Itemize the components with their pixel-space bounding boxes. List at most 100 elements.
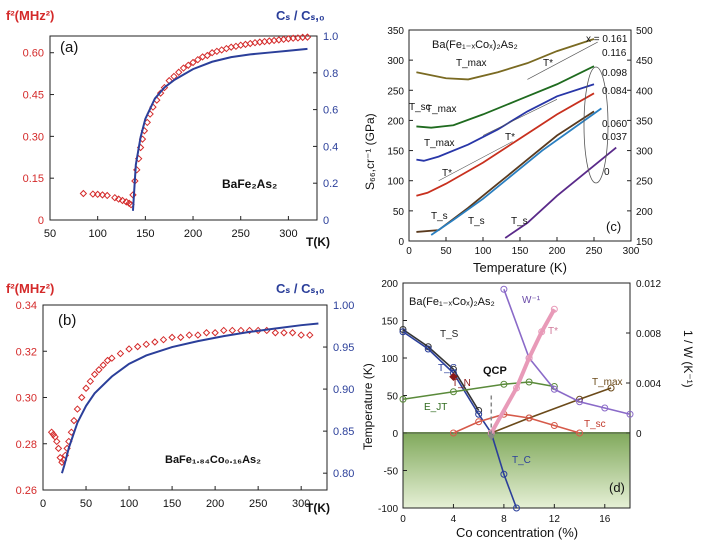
panel-d-data-point: [576, 398, 584, 406]
panel-c-marks: [416, 38, 617, 239]
panel-d-data-point: [449, 372, 458, 381]
panel-d-data-point: [601, 404, 609, 412]
panel-b-right-tick-label: 0.85: [333, 426, 354, 438]
panel-a-right-axis-title: Cₛ / Cₛ,₀: [276, 8, 325, 23]
panel-d-x-ticks: 0 4 8 12 16: [400, 504, 611, 525]
panel-b-data-point: [254, 326, 262, 335]
panel-b-x-tick-label: 100: [120, 498, 138, 510]
panel-a-data-point: [111, 193, 119, 202]
panel-a-data-point: [175, 68, 183, 76]
panel-d-left-tick-label: -50: [384, 467, 399, 478]
panel-c-annotation: T*: [543, 58, 553, 69]
panel-b-data-point: [73, 405, 82, 413]
panel-d-x-axis-title: Co concentration (%): [456, 525, 578, 540]
panel-b-fit-line: [60, 322, 319, 474]
panel-d-data-point: [607, 384, 615, 392]
panel-b-x-tick-label: 50: [80, 498, 92, 510]
panel-c-annotation: T_s: [468, 216, 485, 227]
panel-b-data-point: [108, 354, 116, 362]
panel-c-label: (c): [606, 219, 621, 234]
panel-a-data-point: [184, 61, 192, 69]
panel-a-x-tick-label: 200: [184, 228, 202, 240]
panel-a-data-point: [179, 64, 188, 72]
panel-b-data-point: [151, 338, 159, 346]
panel-b-data-point: [78, 393, 86, 402]
panel-c-right-tick-label: 200: [636, 207, 653, 218]
panel-c-guide-line: [438, 141, 513, 181]
panel-d-annotation: QCP: [483, 365, 507, 377]
panel-a-x-tick-label: 300: [279, 228, 297, 240]
panel-d-data-point: [550, 385, 558, 393]
panel-d-data-point: [550, 422, 558, 429]
panel-c-right-ticks: 150 200 250 300 350 400 450 500: [627, 26, 653, 248]
panel-c-right-tick-label: 450: [636, 56, 653, 67]
panel-b-data-point: [82, 384, 90, 392]
panel-a-right-tick-label: 0.8: [323, 68, 338, 80]
panel-a-fit-line: [131, 47, 308, 211]
panel-d-data-point: [449, 429, 457, 437]
panel-b-left-tick-label: 0.32: [16, 346, 37, 358]
panel-a-right-tick-label: 0: [323, 215, 329, 227]
panel-a-data-point: [103, 191, 111, 200]
panel-c-right-tick-label: 250: [636, 177, 653, 188]
panel-b-data-point: [133, 342, 142, 351]
panel-b-data-point: [86, 377, 95, 386]
panel-c-annotation: T_s: [431, 211, 448, 222]
panel-d-data-point: [475, 418, 483, 426]
panel-c-left-tick-label: 150: [387, 147, 404, 158]
panel-c-doping-label: 0.098: [602, 68, 627, 79]
panel-b-data-point: [176, 333, 185, 342]
panel-d-right-tick-label: 0.012: [636, 279, 661, 290]
panel-d-y-axis-title: Temperature (K): [361, 363, 375, 450]
panel-b-data-point: [67, 428, 76, 436]
panel-d-left-tick-label: 50: [387, 392, 399, 403]
panel-c-x-tick-label: 250: [586, 246, 603, 257]
panel-c-annotation: T_s: [511, 216, 528, 227]
panel-b-data-point: [125, 345, 133, 353]
panel-c-x-tick-label: 0: [406, 246, 412, 257]
panel-c-doping-label: 0: [604, 167, 610, 178]
panel-d-right-ticks: 0 0.004 0.008 0.012: [626, 279, 661, 440]
panel-c-left-tick-label: 0: [398, 237, 404, 248]
panel-b: f²(MHz²) Cₛ / Cₛ,₀ (b) BaFe₁.₈₄Co₀.₁₆As₂…: [6, 281, 354, 515]
panel-b-data-point: [168, 333, 176, 342]
panel-b-data-point: [70, 416, 78, 425]
panel-c-y-axis-title: S₆₆,cr⁻¹ (GPa): [363, 113, 377, 190]
panel-b-left-tick-label: 0.30: [16, 393, 37, 405]
panel-b-data-point: [288, 329, 297, 337]
panel-d-data-point: [500, 470, 508, 478]
panel-a-frame: [49, 35, 318, 221]
panel-c-series-line: [416, 65, 595, 129]
panel-a-data-point: [194, 55, 202, 64]
panel-a-data-point: [303, 33, 312, 41]
panel-b-data-point: [194, 331, 202, 339]
panel-b-x-ticks: 0 50 100 150 200 250 300: [40, 486, 310, 510]
panel-b-data-point: [58, 458, 66, 466]
panel-c: Ba(Fe₁₋ₓCoₓ)₂As₂ (c) S₆₆,cr⁻¹ (GPa) Temp…: [363, 26, 653, 275]
panel-a-right-tick-label: 0.4: [323, 141, 338, 153]
panel-c-frame: [408, 29, 632, 242]
panel-b-right-tick-label: 1.00: [333, 300, 354, 312]
panel-c-annotation: T_sc: [409, 102, 431, 113]
panel-c-annotation: T_max: [424, 138, 455, 149]
panel-d-qcp-arrowhead: [487, 434, 496, 441]
panel-d-annotation: T_max: [592, 377, 623, 388]
panel-c-ellipse: [583, 66, 609, 184]
panel-c-right-tick-label: 300: [636, 147, 653, 158]
panel-a-data-point: [93, 190, 102, 199]
panel-c-doping-label: 0.037: [602, 132, 627, 143]
panel-a-left-tick-label: 0.60: [23, 48, 44, 60]
panel-d-data-point: [550, 305, 558, 313]
panel-d-series-line: [402, 331, 518, 509]
panel-d-right-tick-label: 0.008: [636, 329, 661, 340]
panel-a-right-tick-label: 0.2: [323, 178, 338, 190]
panel-b-left-axis-title: f²(MHz²): [6, 281, 54, 296]
panel-c-series-line: [416, 83, 595, 162]
panel-c-annotation: T*: [505, 132, 515, 143]
panel-a-right-ticks: 0 0.2 0.4 0.6 0.8 1.0: [313, 31, 338, 227]
panel-b-right-tick-label: 0.80: [333, 468, 354, 480]
panel-d-data-point: [525, 378, 533, 386]
panel-d-series-line: [503, 288, 631, 416]
panel-d-data-point: [475, 410, 483, 418]
